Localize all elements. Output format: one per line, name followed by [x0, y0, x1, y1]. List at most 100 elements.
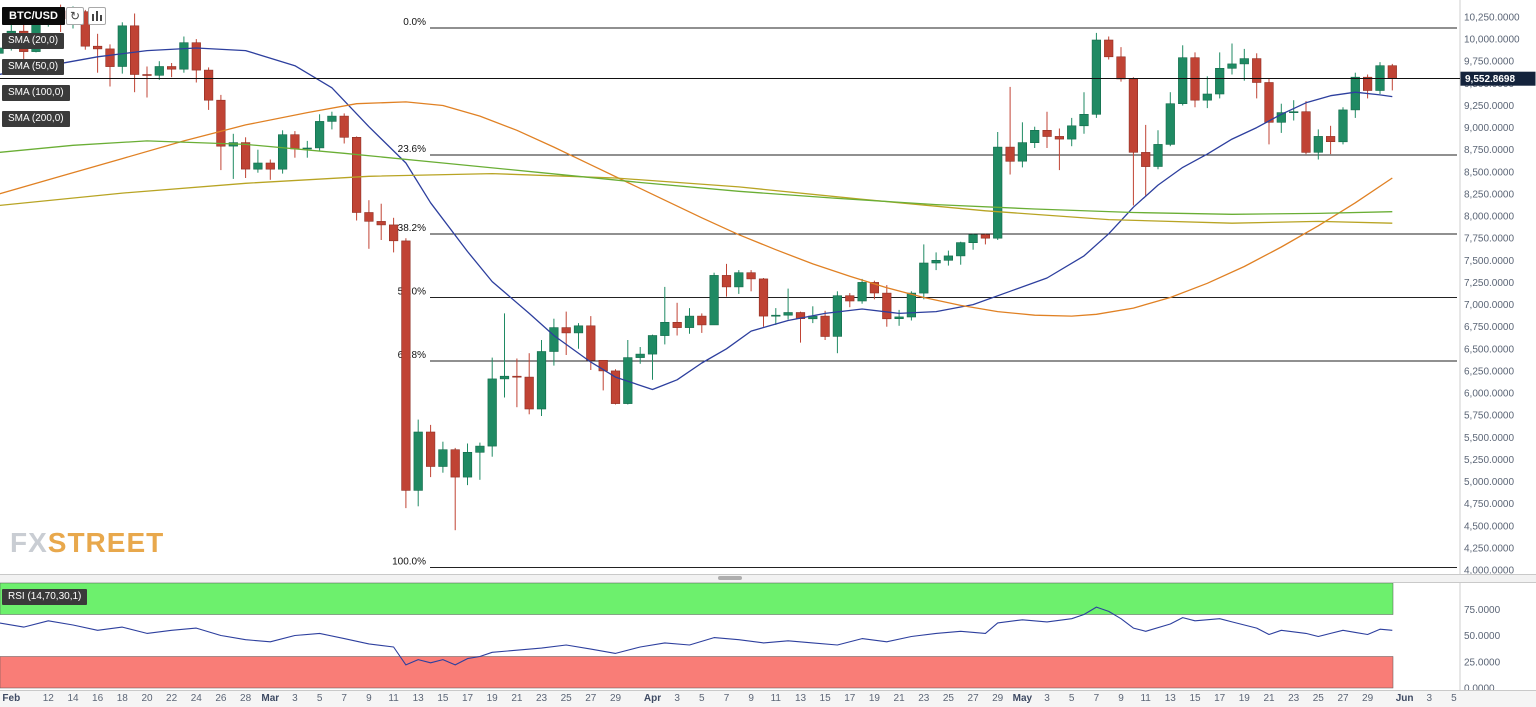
candle-body — [1165, 103, 1175, 145]
candle-body — [388, 224, 399, 242]
candle-body — [1301, 111, 1311, 153]
candle-body — [290, 134, 300, 150]
date-tick-label: 17 — [844, 693, 856, 704]
chart-type-button[interactable] — [88, 7, 106, 25]
candle-body — [339, 115, 349, 138]
date-tick-label: 27 — [1337, 693, 1349, 704]
candle-body — [1289, 111, 1299, 113]
date-tick-label: 7 — [723, 693, 730, 704]
candle-body — [512, 375, 522, 378]
date-tick-label: 29 — [609, 693, 622, 704]
candle-body — [598, 359, 608, 372]
date-tick-label: 29 — [1362, 693, 1374, 704]
price-axis-label: 4,750.0000 — [1464, 499, 1514, 510]
refresh-button[interactable]: ↻ — [66, 7, 84, 25]
price-axis-label: 6,250.0000 — [1464, 366, 1514, 377]
price-axis-label: 9,250.0000 — [1464, 101, 1514, 112]
candle-body — [1042, 130, 1052, 137]
indicator-badge-sma20[interactable]: SMA (20,0) — [2, 33, 65, 49]
rsi-axis-label: 75.0000 — [1464, 605, 1501, 616]
date-tick-label: 21 — [511, 693, 523, 704]
candle-body — [413, 431, 423, 491]
candle-body — [1005, 146, 1015, 162]
candle-body — [376, 221, 386, 226]
candle-body — [265, 162, 275, 170]
candle-body — [734, 272, 744, 288]
date-tick-label: 15 — [437, 693, 449, 704]
date-tick-label: 21 — [893, 693, 905, 704]
date-tick-label: 15 — [1189, 693, 1201, 704]
rsi-indicator-badge[interactable]: RSI (14,70,30,1) — [2, 589, 88, 605]
date-tick-label: 28 — [240, 693, 252, 704]
candle-body — [783, 312, 793, 316]
date-axis[interactable]: Feb 12 14 16 18 20 22 24 26 28 Mar 3 5 7 9 11 13 15 17 19 21… — [0, 690, 1536, 707]
watermark-fx: FX — [10, 527, 48, 558]
candle-body — [956, 242, 966, 257]
date-tick-label: 14 — [67, 693, 79, 704]
date-tick-label: 19 — [1238, 693, 1250, 704]
rsi-oversold-zone — [0, 656, 1394, 689]
price-axis-label: 7,250.0000 — [1464, 278, 1514, 289]
fib-level-label: 23.6% — [398, 144, 426, 155]
candle-body — [820, 315, 830, 337]
candle-body — [314, 121, 325, 149]
fib-level-label: 38.2% — [398, 223, 426, 234]
candle-body — [968, 234, 978, 243]
date-tick-label: 23 — [918, 693, 930, 704]
candle-body — [1215, 68, 1225, 95]
candle-body — [487, 378, 497, 447]
date-tick-label: 7 — [1093, 693, 1100, 704]
candle-body — [524, 376, 534, 410]
price-chart-canvas[interactable]: 10,250.000010,000.00009,750.00009,500.00… — [0, 0, 1536, 690]
date-tick-label: 11 — [1140, 693, 1151, 704]
candle-body — [1030, 130, 1040, 144]
candle-body — [1326, 136, 1336, 142]
icon-bar — [96, 11, 98, 21]
date-tick-label: 20 — [141, 693, 153, 704]
candle-body — [1054, 136, 1064, 140]
date-tick-label: 11 — [388, 693, 399, 704]
candle-body — [857, 282, 867, 302]
candle-body — [672, 321, 682, 328]
candle-body — [549, 327, 559, 352]
candle-body — [1178, 57, 1188, 105]
price-axis-label: 8,750.0000 — [1464, 145, 1514, 156]
candle-body — [647, 335, 658, 355]
date-tick-label: 9 — [1118, 693, 1124, 704]
panel-splitter-handle[interactable] — [718, 576, 742, 580]
candle-body — [93, 45, 103, 50]
candle-body — [1313, 136, 1323, 153]
date-tick-label: Jun — [1395, 693, 1414, 704]
price-axis-label: 5,000.0000 — [1464, 477, 1514, 488]
candle-body — [1252, 58, 1262, 83]
indicator-badge-sma200[interactable]: SMA (200,0) — [2, 111, 70, 127]
candle-body — [758, 278, 769, 317]
rsi-axis-label: 25.0000 — [1464, 657, 1501, 668]
candle-body — [462, 451, 473, 478]
candle-body — [216, 99, 226, 147]
date-tick-label: 5 — [316, 693, 323, 704]
candle-body — [105, 48, 115, 67]
date-tick-label: 9 — [366, 693, 372, 704]
candle-body — [919, 262, 929, 294]
rsi-overbought-zone — [0, 582, 1394, 615]
date-tick-label: 22 — [166, 693, 178, 704]
candle-body — [130, 25, 140, 75]
candle-body — [0, 47, 4, 54]
candle-body — [697, 315, 707, 326]
candle-body — [1363, 76, 1373, 91]
indicator-badge-sma50[interactable]: SMA (50,0) — [2, 59, 65, 75]
current-price-label: 9,552.8698 — [1465, 74, 1515, 85]
symbol-badge[interactable]: BTC/USD — [2, 7, 65, 25]
date-tick-label: 13 — [794, 693, 807, 704]
candle-body — [684, 315, 695, 328]
current-price-badge — [1460, 71, 1536, 86]
icon-bar — [100, 15, 102, 21]
candle-body — [1116, 56, 1126, 80]
date-tick-label: 17 — [461, 693, 474, 704]
indicator-badge-sma100[interactable]: SMA (100,0) — [2, 85, 70, 101]
date-tick-label: 23 — [1288, 693, 1300, 704]
candle-body — [450, 449, 460, 478]
price-axis-label: 5,250.0000 — [1464, 455, 1514, 466]
date-tick-label: 13 — [1164, 693, 1176, 704]
